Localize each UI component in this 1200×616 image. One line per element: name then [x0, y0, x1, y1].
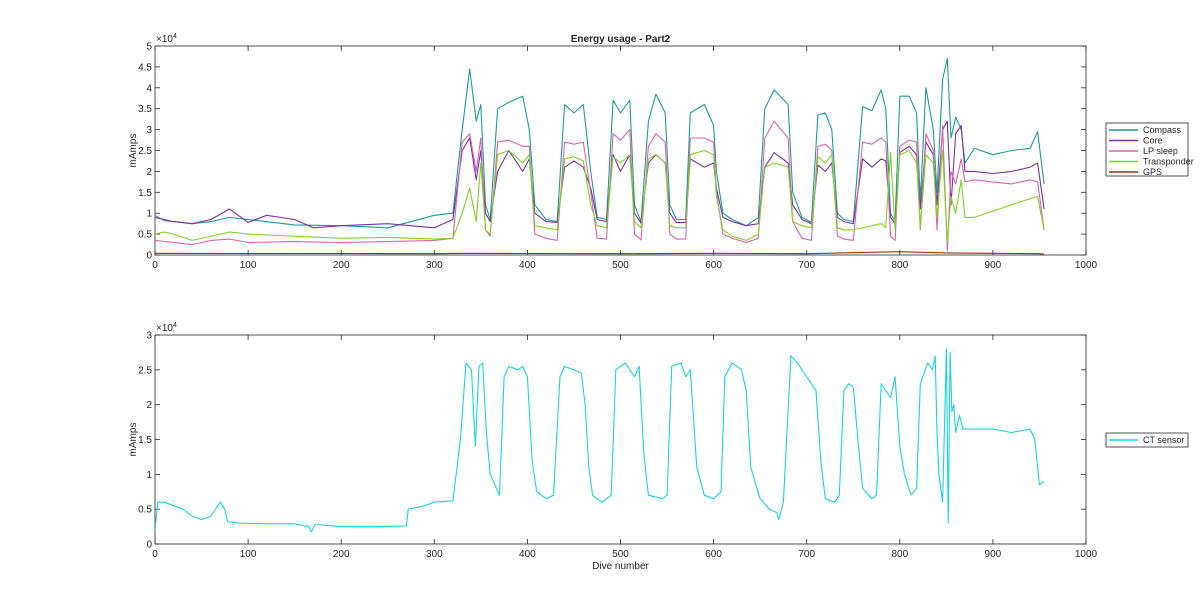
y-exponent-base: ×10 [156, 34, 173, 45]
y-tick-label: 2 [146, 400, 152, 411]
chart-ct-sensor: 0 100 200 300 400 500 600 700 800 900 1000 0 0.5 1 1.5… [128, 322, 1189, 572]
x-tick-label: 700 [798, 260, 815, 271]
y-tick-label: 4 [146, 83, 152, 94]
y-tick-label: 1 [146, 470, 152, 481]
y-tick-label: 1.5 [138, 435, 152, 446]
y-exponent-label: ×104 [156, 322, 177, 334]
x-tick-label: 0 [152, 260, 158, 271]
chart-title: Energy usage - Part2 [571, 34, 671, 45]
x-tick-label: 900 [985, 549, 1002, 560]
x-tick-label: 1000 [1075, 549, 1098, 560]
y-exponent-power: 4 [173, 33, 177, 40]
legend-label-gps: GPS [1143, 167, 1162, 177]
legend-label-transponder: Transponder [1143, 157, 1194, 167]
y-tick-label: 1.5 [138, 188, 152, 199]
series-line-transponder [155, 149, 1045, 244]
y-tick-label: 3 [146, 125, 152, 136]
x-tick-label: 600 [705, 549, 722, 560]
y-axis-title: mAmps [128, 134, 139, 168]
plot-area [154, 334, 1087, 545]
y-exponent-base: ×10 [156, 323, 173, 334]
x-tick-label: 200 [333, 549, 350, 560]
legend-label-core: Core [1143, 136, 1163, 146]
x-tick-label: 200 [333, 260, 350, 271]
x-tick-label: 400 [519, 260, 536, 271]
x-axis-title: Dive number [592, 561, 649, 572]
legend-label-compass: Compass [1143, 125, 1182, 135]
x-tick-label: 900 [985, 260, 1002, 271]
x-tick-label: 700 [798, 549, 815, 560]
y-tick-label: 3 [146, 331, 152, 342]
series-line-gps [155, 251, 1045, 255]
legend-box [1105, 432, 1189, 448]
x-tick-label: 300 [426, 260, 443, 271]
x-tick-label: 400 [519, 549, 536, 560]
y-tick-label: 5 [146, 42, 152, 53]
legend-label-ct-sensor: CT sensor [1143, 435, 1184, 445]
x-tick-label: 100 [240, 549, 257, 560]
x-tick-label: 300 [426, 549, 443, 560]
y-tick-label: 0.5 [138, 230, 152, 241]
y-tick-label: 0.5 [138, 505, 152, 516]
y-tick-label: 2.5 [138, 146, 152, 157]
y-exponent-power: 4 [173, 322, 177, 329]
y-tick-label: 0 [146, 251, 152, 262]
series-line-compass [155, 57, 1045, 229]
y-tick-label: 0 [146, 540, 152, 551]
x-tick-label: 800 [891, 549, 908, 560]
y-tick-label: 2 [146, 167, 152, 178]
legend-box [1105, 122, 1189, 177]
x-tick-label: 1000 [1075, 260, 1098, 271]
y-tick-label: 2.5 [138, 365, 152, 376]
y-axis-title: mAmps [128, 423, 139, 457]
y-exponent-label: ×104 [156, 33, 177, 45]
y-tick-label: 1 [146, 209, 152, 220]
x-tick-label: 500 [612, 260, 629, 271]
x-tick-label: 500 [612, 549, 629, 560]
series-line-lp-sleep [155, 120, 1045, 252]
legend-label-lp-sleep: LP sleep [1143, 146, 1178, 156]
x-tick-label: 600 [705, 260, 722, 271]
series-line-ct-sensor [155, 348, 1045, 533]
x-tick-label: 0 [152, 549, 158, 560]
x-tick-label: 100 [240, 260, 257, 271]
y-tick-label: 3.5 [138, 104, 152, 115]
y-tick-label: 4.5 [138, 62, 152, 73]
chart-energy-usage: 0 100 200 300 400 500 600 700 800 900 1000 0 0.5 1 1.5… [128, 33, 1194, 271]
x-tick-label: 800 [891, 260, 908, 271]
